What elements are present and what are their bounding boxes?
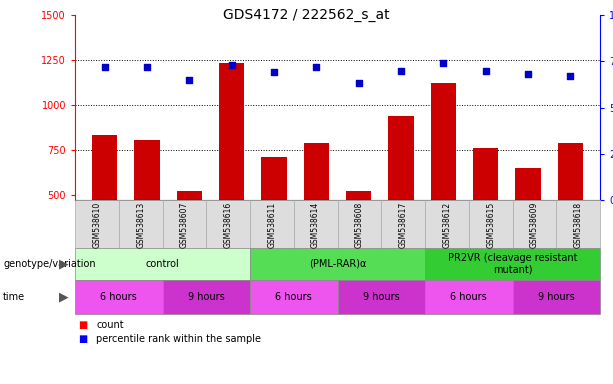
Text: GSM538611: GSM538611 xyxy=(267,202,276,248)
Text: GSM538612: GSM538612 xyxy=(443,202,451,248)
Text: GSM538609: GSM538609 xyxy=(530,202,539,248)
Text: GDS4172 / 222562_s_at: GDS4172 / 222562_s_at xyxy=(223,8,390,22)
Text: ▶: ▶ xyxy=(59,258,69,270)
Text: GSM538613: GSM538613 xyxy=(136,202,145,248)
Bar xyxy=(303,142,329,285)
Point xyxy=(354,80,364,86)
Text: count: count xyxy=(96,320,124,330)
Text: time: time xyxy=(3,292,25,302)
Text: 6 hours: 6 hours xyxy=(451,292,487,302)
Bar xyxy=(134,140,159,285)
Point xyxy=(481,68,490,74)
Text: ▶: ▶ xyxy=(59,291,69,303)
Point xyxy=(185,77,194,83)
Text: 9 hours: 9 hours xyxy=(538,292,574,302)
Bar xyxy=(558,142,583,285)
Text: GSM538618: GSM538618 xyxy=(574,202,582,248)
Text: PR2VR (cleavage resistant
mutant): PR2VR (cleavage resistant mutant) xyxy=(447,253,577,275)
Text: 9 hours: 9 hours xyxy=(188,292,224,302)
Text: percentile rank within the sample: percentile rank within the sample xyxy=(96,334,262,344)
Text: GSM538608: GSM538608 xyxy=(355,202,364,248)
Bar xyxy=(346,191,371,285)
Text: ■: ■ xyxy=(78,334,87,344)
Text: control: control xyxy=(146,259,180,269)
Text: 9 hours: 9 hours xyxy=(363,292,400,302)
Text: GSM538617: GSM538617 xyxy=(398,202,408,248)
Point xyxy=(100,64,110,70)
Point xyxy=(311,64,321,70)
Text: GSM538615: GSM538615 xyxy=(486,202,495,248)
Text: GSM538616: GSM538616 xyxy=(224,202,232,248)
Bar xyxy=(177,191,202,285)
Point xyxy=(396,68,406,74)
Bar xyxy=(261,157,287,285)
Bar xyxy=(219,63,245,285)
Bar xyxy=(473,148,498,285)
Text: 6 hours: 6 hours xyxy=(275,292,312,302)
Point xyxy=(142,64,152,70)
Text: ■: ■ xyxy=(78,320,87,330)
Point xyxy=(523,71,533,77)
Text: GSM538614: GSM538614 xyxy=(311,202,320,248)
Point xyxy=(227,62,237,68)
Point xyxy=(565,73,575,79)
Text: GSM538610: GSM538610 xyxy=(93,202,101,248)
Text: GSM538607: GSM538607 xyxy=(180,202,189,248)
Text: 6 hours: 6 hours xyxy=(101,292,137,302)
Bar xyxy=(388,116,414,285)
Point xyxy=(269,69,279,75)
Text: (PML-RAR)α: (PML-RAR)α xyxy=(309,259,366,269)
Bar xyxy=(92,135,117,285)
Text: genotype/variation: genotype/variation xyxy=(3,259,96,269)
Point xyxy=(438,60,448,66)
Bar xyxy=(516,168,541,285)
Bar xyxy=(431,83,456,285)
